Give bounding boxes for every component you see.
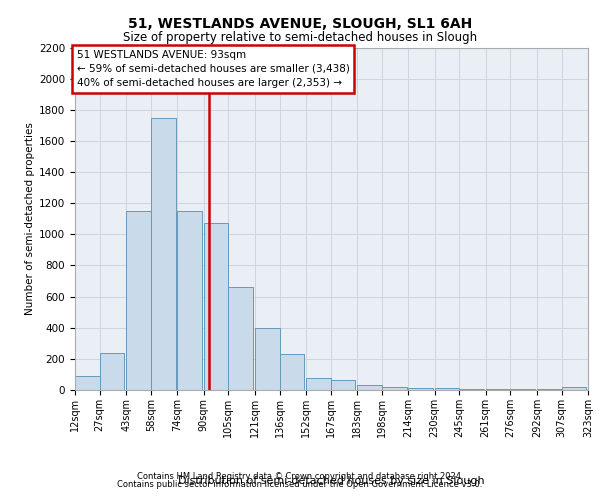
Bar — [382, 387, 407, 390]
Y-axis label: Number of semi-detached properties: Number of semi-detached properties — [25, 122, 35, 315]
Text: 51, WESTLANDS AVENUE, SLOUGH, SL1 6AH: 51, WESTLANDS AVENUE, SLOUGH, SL1 6AH — [128, 18, 472, 32]
Bar — [434, 388, 460, 390]
Bar — [229, 287, 253, 390]
Bar — [357, 384, 382, 390]
Bar — [75, 376, 100, 390]
Bar — [486, 389, 511, 390]
Bar — [280, 354, 304, 390]
Bar — [177, 211, 202, 390]
Bar — [562, 387, 586, 390]
X-axis label: Distribution of semi-detached houses by size in Slough: Distribution of semi-detached houses by … — [178, 476, 485, 486]
Bar — [331, 380, 355, 390]
Bar — [306, 378, 331, 390]
Bar — [151, 118, 176, 390]
Text: Size of property relative to semi-detached houses in Slough: Size of property relative to semi-detach… — [123, 31, 477, 44]
Bar — [537, 389, 562, 390]
Bar — [460, 389, 484, 390]
Bar — [100, 352, 124, 390]
Bar — [511, 389, 535, 390]
Bar — [408, 388, 433, 390]
Bar — [203, 222, 229, 390]
Text: 51 WESTLANDS AVENUE: 93sqm
← 59% of semi-detached houses are smaller (3,438)
40%: 51 WESTLANDS AVENUE: 93sqm ← 59% of semi… — [77, 50, 350, 88]
Text: Contains public sector information licensed under the Open Government Licence v3: Contains public sector information licen… — [118, 480, 482, 489]
Bar — [126, 211, 151, 390]
Text: Contains HM Land Registry data © Crown copyright and database right 2024.: Contains HM Land Registry data © Crown c… — [137, 472, 463, 481]
Bar — [255, 328, 280, 390]
